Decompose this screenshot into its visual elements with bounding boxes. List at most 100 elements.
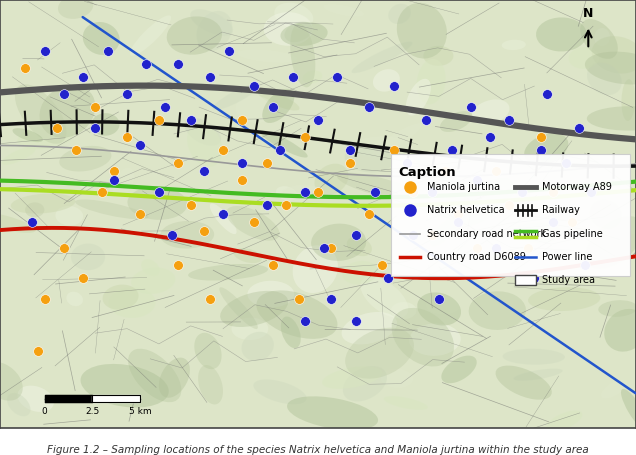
Ellipse shape (17, 386, 54, 412)
Ellipse shape (262, 89, 294, 123)
Ellipse shape (598, 300, 636, 317)
Ellipse shape (373, 69, 400, 91)
Ellipse shape (232, 318, 268, 340)
Ellipse shape (311, 223, 366, 261)
Ellipse shape (59, 146, 111, 172)
Ellipse shape (585, 51, 636, 85)
FancyBboxPatch shape (391, 154, 630, 276)
Ellipse shape (264, 12, 313, 46)
Ellipse shape (293, 245, 338, 293)
Ellipse shape (25, 202, 45, 217)
Ellipse shape (219, 287, 258, 329)
Ellipse shape (282, 185, 322, 201)
Ellipse shape (452, 178, 515, 226)
Ellipse shape (392, 308, 454, 366)
Ellipse shape (345, 145, 394, 172)
Ellipse shape (242, 332, 274, 361)
Ellipse shape (197, 11, 232, 51)
Ellipse shape (237, 50, 298, 63)
Ellipse shape (417, 293, 461, 325)
Ellipse shape (39, 85, 95, 138)
Ellipse shape (159, 358, 190, 398)
Ellipse shape (621, 389, 636, 432)
Ellipse shape (345, 328, 414, 379)
Ellipse shape (167, 16, 222, 55)
Ellipse shape (616, 213, 636, 234)
Ellipse shape (7, 393, 31, 416)
Ellipse shape (113, 167, 134, 198)
Ellipse shape (388, 4, 411, 24)
Ellipse shape (342, 261, 378, 284)
Ellipse shape (17, 125, 74, 149)
Ellipse shape (472, 100, 509, 125)
Ellipse shape (536, 17, 587, 51)
Ellipse shape (441, 356, 477, 383)
Ellipse shape (342, 312, 397, 344)
Ellipse shape (482, 237, 510, 267)
Ellipse shape (528, 287, 600, 311)
Ellipse shape (585, 216, 636, 269)
Ellipse shape (569, 47, 599, 69)
Ellipse shape (80, 181, 93, 190)
Ellipse shape (141, 259, 160, 276)
Text: 2.5: 2.5 (85, 407, 99, 416)
Text: 0: 0 (41, 407, 48, 416)
Ellipse shape (258, 91, 300, 111)
Ellipse shape (188, 264, 268, 281)
Ellipse shape (604, 309, 636, 352)
Ellipse shape (343, 366, 387, 401)
Text: 5 km: 5 km (128, 407, 151, 416)
Ellipse shape (587, 62, 622, 95)
Ellipse shape (373, 123, 422, 155)
Ellipse shape (226, 206, 279, 241)
Bar (515, 275, 536, 285)
Ellipse shape (337, 173, 418, 200)
Ellipse shape (130, 15, 171, 56)
Ellipse shape (109, 287, 156, 318)
Ellipse shape (450, 234, 477, 247)
Ellipse shape (430, 216, 460, 246)
Ellipse shape (437, 194, 473, 218)
Ellipse shape (303, 71, 322, 83)
Ellipse shape (281, 317, 301, 348)
Ellipse shape (391, 302, 417, 319)
Ellipse shape (502, 40, 526, 50)
Ellipse shape (409, 324, 460, 356)
Ellipse shape (1, 147, 36, 165)
Ellipse shape (91, 113, 120, 136)
Ellipse shape (131, 268, 176, 294)
Ellipse shape (280, 22, 328, 46)
Ellipse shape (198, 365, 223, 404)
Ellipse shape (426, 296, 460, 314)
Ellipse shape (546, 410, 583, 431)
Ellipse shape (384, 396, 428, 410)
Ellipse shape (15, 84, 66, 144)
Ellipse shape (621, 79, 635, 121)
Ellipse shape (256, 290, 338, 339)
Ellipse shape (322, 366, 382, 389)
Ellipse shape (438, 152, 484, 181)
Ellipse shape (397, 3, 447, 59)
Ellipse shape (591, 36, 636, 74)
Ellipse shape (75, 199, 148, 219)
Ellipse shape (284, 21, 312, 42)
Ellipse shape (210, 203, 237, 234)
Text: Secondary road network: Secondary road network (427, 228, 546, 238)
Ellipse shape (323, 4, 364, 17)
Ellipse shape (274, 3, 314, 29)
Ellipse shape (590, 200, 622, 229)
Ellipse shape (160, 221, 214, 248)
Ellipse shape (411, 152, 448, 180)
Ellipse shape (314, 164, 349, 195)
Ellipse shape (220, 291, 288, 327)
Ellipse shape (290, 24, 315, 87)
Ellipse shape (195, 333, 221, 369)
Ellipse shape (0, 362, 23, 401)
Ellipse shape (276, 186, 297, 201)
Text: Caption: Caption (399, 166, 457, 179)
Ellipse shape (11, 193, 76, 213)
Text: Power line: Power line (542, 252, 592, 262)
Ellipse shape (287, 396, 378, 430)
Ellipse shape (190, 9, 233, 36)
Text: Maniola jurtina: Maniola jurtina (427, 182, 500, 192)
